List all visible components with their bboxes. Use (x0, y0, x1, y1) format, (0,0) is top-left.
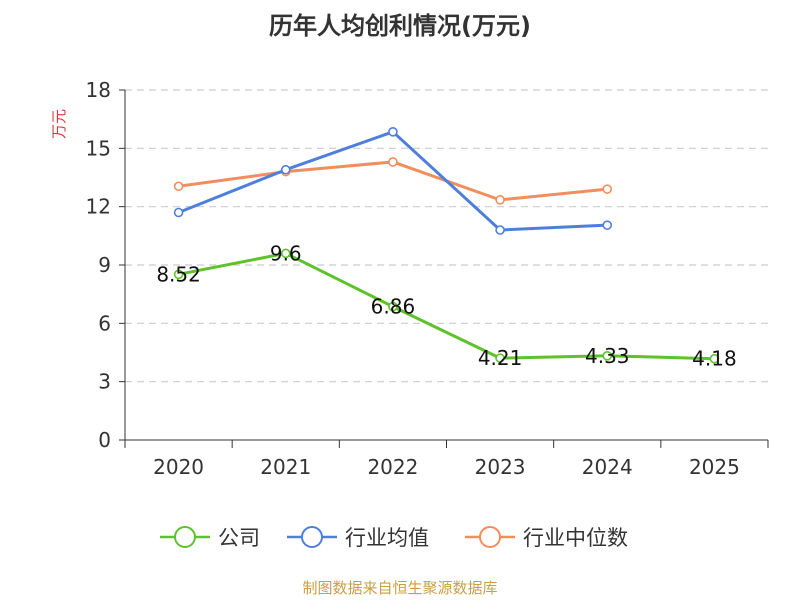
legend-marker-icon (479, 526, 501, 548)
x-tick-label: 2022 (367, 455, 418, 479)
legend-label: 行业中位数 (523, 526, 628, 550)
series-point-0 (709, 353, 720, 364)
legend-label: 行业均值 (345, 526, 429, 550)
y-tick-label: 12 (86, 195, 111, 219)
data-label: 4.18 (692, 347, 737, 371)
series-line-0 (178, 251, 715, 361)
legend-marker-icon (301, 526, 323, 548)
series-point-2 (602, 184, 613, 194)
data-label: 9.6 (270, 241, 302, 265)
series-point-1 (602, 220, 613, 230)
y-axis-label: 万元 (50, 109, 68, 139)
chart-title: 历年人均创利情况(万元) (269, 12, 531, 40)
data-label: 4.33 (585, 344, 630, 368)
x-tick-label: 2023 (475, 455, 526, 479)
x-tick-label: 2020 (153, 455, 204, 479)
series-point-1 (280, 164, 291, 175)
series-line-1 (178, 130, 608, 232)
series-point-0 (495, 353, 505, 363)
series-point-0 (388, 301, 398, 312)
series-point-0 (602, 351, 613, 361)
y-tick-label: 15 (86, 136, 111, 160)
series-point-0 (173, 269, 184, 280)
y-tick-label: 3 (98, 370, 111, 394)
legend-label: 公司 (218, 526, 260, 550)
grid-lines (125, 89, 768, 383)
axes: 0 3 6 9 12 15 18 2020 2021 2022 2023 2024 2025 (86, 78, 769, 479)
legend-marker-icon (174, 526, 196, 548)
data-label: 8.52 (156, 262, 201, 286)
series-line-2 (178, 160, 608, 202)
x-tick-label: 2025 (689, 455, 740, 479)
series-point-1 (173, 207, 184, 218)
series-point-1 (495, 225, 505, 235)
series-point-0 (280, 248, 291, 259)
series-point-1 (388, 127, 398, 137)
source-footer: 制图数据来自恒生聚源数据库 (302, 579, 497, 597)
y-tick-label: 0 (98, 428, 111, 452)
data-labels: 8.52 9.6 6.86 4.21 4.33 4.18 (156, 241, 736, 370)
series-group (173, 127, 720, 364)
legend: 公司 行业均值 行业中位数 (160, 526, 628, 550)
x-tick-label: 2024 (582, 455, 633, 479)
x-tick-label: 2021 (260, 455, 311, 479)
data-label: 4.21 (478, 346, 523, 370)
data-label: 6.86 (371, 295, 416, 319)
series-point-2 (388, 157, 398, 167)
y-tick-label: 18 (86, 78, 111, 102)
series-point-2 (173, 181, 184, 192)
y-tick-label: 6 (98, 311, 111, 335)
y-tick-label: 9 (98, 253, 111, 277)
series-point-2 (495, 195, 505, 205)
